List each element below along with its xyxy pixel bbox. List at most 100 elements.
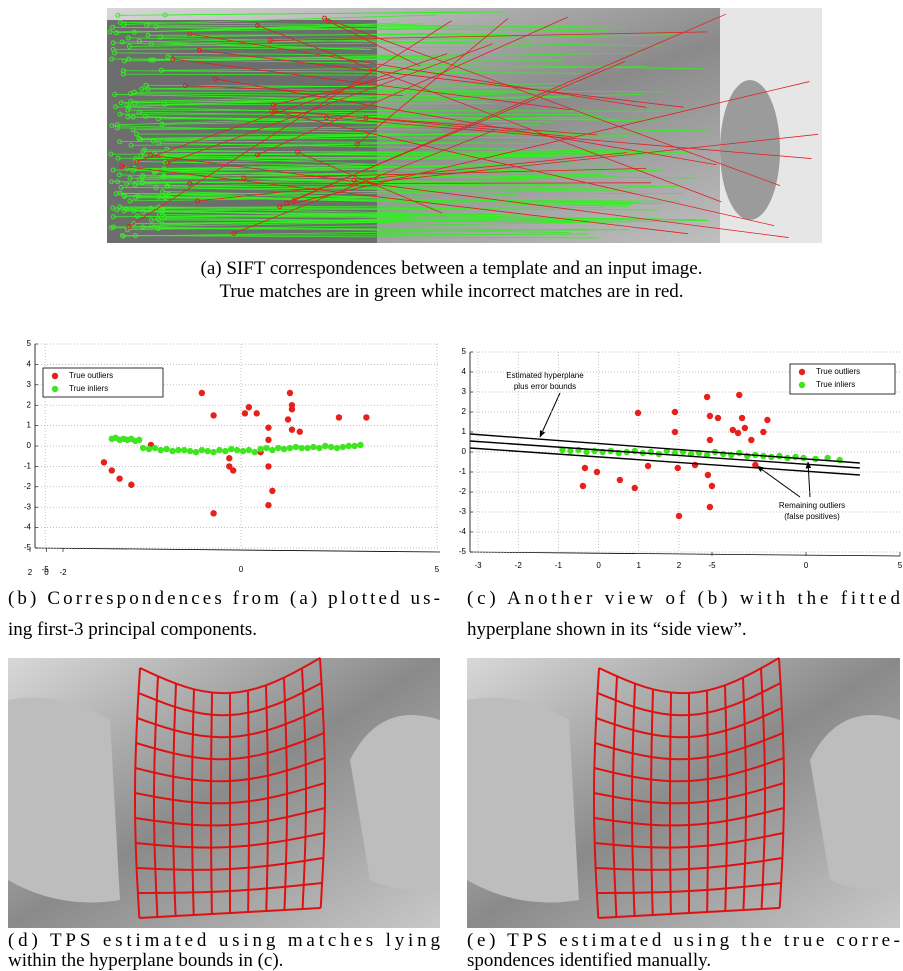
keypoint [162, 160, 168, 166]
match-line [113, 46, 532, 50]
point [744, 452, 751, 460]
legend-label: True outliers [69, 371, 113, 380]
keypoint [110, 40, 116, 46]
match-line [143, 150, 689, 154]
match-line [158, 142, 584, 151]
point [708, 482, 716, 490]
tps-grid-line [595, 857, 783, 871]
keypoint [140, 224, 146, 230]
point [644, 462, 652, 470]
keypoint [126, 43, 132, 49]
keypoint [117, 111, 123, 117]
tps-image-d [8, 657, 440, 928]
keypoint [117, 139, 123, 145]
point [198, 446, 206, 454]
point [706, 503, 714, 511]
keypoint [119, 233, 125, 239]
y-tick-label: 2 [27, 400, 32, 409]
keypoint [130, 114, 136, 120]
match-line [156, 26, 609, 32]
point [245, 446, 253, 454]
bad-match-line [257, 25, 722, 203]
keypoint [148, 217, 154, 223]
keypoint [153, 24, 159, 30]
keypoint [119, 163, 125, 169]
point [139, 444, 147, 452]
point [186, 447, 194, 455]
caption: ing first-3 principal components. [8, 619, 257, 640]
tps-grid-line [136, 857, 324, 871]
match-line [164, 94, 641, 105]
keypoint [139, 86, 145, 92]
annotation: Estimated hyperplane [506, 371, 584, 380]
point [181, 446, 188, 454]
point [296, 428, 303, 435]
point [760, 428, 767, 436]
match-line [111, 181, 472, 183]
caption: (c) Another view of (b) with the fitted [467, 588, 901, 609]
match-line [136, 133, 667, 136]
point [591, 447, 598, 455]
match-line [127, 103, 494, 106]
point [263, 444, 270, 452]
point [286, 444, 294, 452]
keypoint [109, 56, 115, 62]
point [671, 408, 679, 416]
keypoint [363, 115, 369, 121]
point [339, 443, 347, 451]
keypoint [140, 173, 146, 179]
annotation: plus error bounds [514, 382, 576, 391]
keypoint [158, 67, 164, 73]
bad-match-line [189, 182, 652, 185]
bad-match-line [279, 81, 810, 207]
bad-match-line [233, 129, 495, 234]
keypoint [134, 131, 140, 137]
keypoint [155, 226, 161, 232]
point [280, 445, 288, 453]
y-tick-label: -5 [24, 543, 32, 552]
match-line [151, 217, 430, 226]
x-tick-label: 0 [596, 561, 601, 570]
keypoint [110, 167, 116, 173]
z-tick-label: -5 [708, 561, 716, 570]
x-tick-label: 2 [677, 561, 682, 570]
match-line [143, 211, 490, 215]
legend-label: True inliers [816, 380, 855, 389]
point [714, 414, 722, 422]
match-line [121, 96, 571, 104]
point [776, 452, 783, 460]
point [226, 455, 233, 462]
point [345, 442, 352, 450]
tps-grid-line [724, 685, 728, 912]
caption: spondences identified manually. [467, 950, 711, 971]
keypoint [136, 109, 142, 115]
point [210, 448, 217, 456]
keypoint [110, 224, 116, 230]
keypoint [133, 156, 139, 162]
caption: hyperplane shown in its “side view”. [467, 619, 747, 640]
point [706, 412, 714, 420]
keypoint [109, 179, 115, 185]
match-line [127, 220, 709, 231]
point [351, 442, 358, 450]
x-tick-label: 1 [637, 561, 642, 570]
hyperplane-line [469, 433, 860, 464]
point [357, 441, 364, 449]
point [304, 444, 311, 452]
match-line [146, 24, 447, 28]
keypoint [148, 205, 154, 211]
keypoint [119, 39, 125, 45]
keypoint [120, 68, 126, 74]
keypoint [134, 159, 140, 165]
y-tick-label: -1 [459, 467, 467, 476]
keypoint [182, 82, 188, 88]
match-line [128, 37, 662, 47]
point [719, 450, 727, 458]
point [310, 443, 317, 451]
keypoint [107, 29, 113, 35]
point [265, 463, 272, 470]
y-tick-label: 1 [27, 421, 32, 430]
match-line [154, 153, 673, 156]
y-tick-label: -4 [24, 523, 32, 532]
point [583, 448, 590, 456]
